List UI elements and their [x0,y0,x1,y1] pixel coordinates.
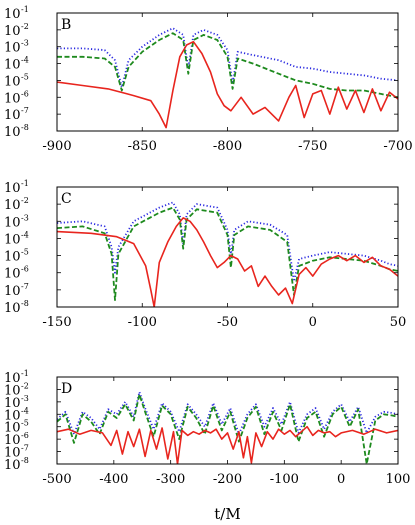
x-axis-title: t/M [214,505,240,523]
y-tick-label: 10 [4,7,21,22]
y-tick-label: 10 [4,396,21,411]
y-tick-label: 10 [4,24,21,39]
x-tick-label: 50 [390,315,407,330]
panel-letter: B [61,17,71,33]
y-tick-label: 10 [4,215,21,230]
x-tick-label: -800 [213,139,242,154]
x-tick-label: -400 [99,472,128,487]
y-tick-exponent: -4 [21,406,29,415]
panel-C: 10-810-710-610-510-410-310-210 -1-150 -100… [4,179,406,330]
y-tick-exponent: -2 [21,22,29,31]
x-tick-label: -500 [42,472,71,487]
y-tick-label: 10 [4,232,21,247]
panel-letter: C [61,191,72,207]
y-tick-label: 10 [4,74,21,89]
panel-letter: D [61,381,72,397]
y-tick-exponent: -5 [21,419,29,428]
y-tick-exponent: -5 [21,72,29,81]
x-tick-label: -50 [217,315,238,330]
x-tick-label: 100 [386,472,411,487]
y-tick-exponent: -1 [21,179,29,188]
y-tick-exponent: -8 [21,456,29,465]
y-tick-label: 10 [4,41,21,56]
y-tick-label: 10 [4,108,21,123]
panel-D: 10-810-710-610-510-410-310-210 -1-500 -400… [4,369,410,523]
x-tick-label: -100 [128,315,157,330]
y-tick-exponent: -3 [21,213,29,222]
panel-B: 10-810-710-610-510-410-310-210 -1-900 -850… [4,5,413,154]
y-tick-exponent: -7 [21,444,29,453]
y-tick-exponent: -1 [21,5,29,14]
y-tick-exponent: -2 [21,196,29,205]
series-solid-line [57,40,398,129]
y-tick-label: 10 [4,408,21,423]
y-tick-exponent: -1 [21,369,29,378]
plot-frame [56,12,399,132]
plot-frame [56,376,399,465]
series-solid-line [57,217,398,307]
x-tick-label: -100 [270,472,299,487]
x-tick-label: -850 [128,139,157,154]
y-tick-label: 10 [4,250,21,265]
y-tick-label: 10 [4,421,21,436]
y-tick-exponent: -7 [21,106,29,115]
y-tick-label: 10 [4,91,21,106]
y-tick-label: 10 [4,383,21,398]
series-dotted-line [57,391,398,436]
x-tick-label: -200 [213,472,242,487]
y-tick-exponent: -8 [21,123,29,132]
y-tick-label: 10 [4,181,21,196]
y-tick-label: 10 [4,125,21,140]
series-dashed-line [57,393,398,464]
x-tick-label: 0 [337,472,345,487]
y-tick-label: 10 [4,284,21,299]
y-tick-exponent: -8 [21,299,29,308]
y-tick-exponent: -4 [21,56,29,65]
y-tick-exponent: -6 [21,431,29,440]
y-tick-label: 10 [4,433,21,448]
y-tick-label: 10 [4,198,21,213]
y-tick-exponent: -6 [21,265,29,274]
x-tick-label: 0 [309,315,317,330]
x-tick-label: -700 [383,139,412,154]
x-tick-label: -900 [42,139,71,154]
y-tick-label: 10 [4,58,21,73]
y-tick-label: 10 [4,371,21,386]
x-tick-label: -750 [298,139,327,154]
y-tick-exponent: -2 [21,381,29,390]
series-dotted-line [57,201,398,283]
y-tick-exponent: -3 [21,39,29,48]
series-dotted-line [57,27,398,89]
y-tick-label: 10 [4,446,21,461]
y-tick-label: 10 [4,301,21,316]
y-tick-label: 10 [4,458,21,473]
y-tick-exponent: -4 [21,230,29,239]
y-tick-exponent: -7 [21,282,29,291]
series-solid-line [57,425,398,464]
y-tick-exponent: -5 [21,248,29,257]
series-dashed-line [57,32,398,99]
y-tick-exponent: -6 [21,89,29,98]
plot-frame [56,186,399,308]
x-tick-label: -150 [42,315,71,330]
y-tick-label: 10 [4,267,21,282]
x-tick-label: -300 [156,472,185,487]
series-dashed-line [57,206,398,301]
y-tick-exponent: -3 [21,394,29,403]
